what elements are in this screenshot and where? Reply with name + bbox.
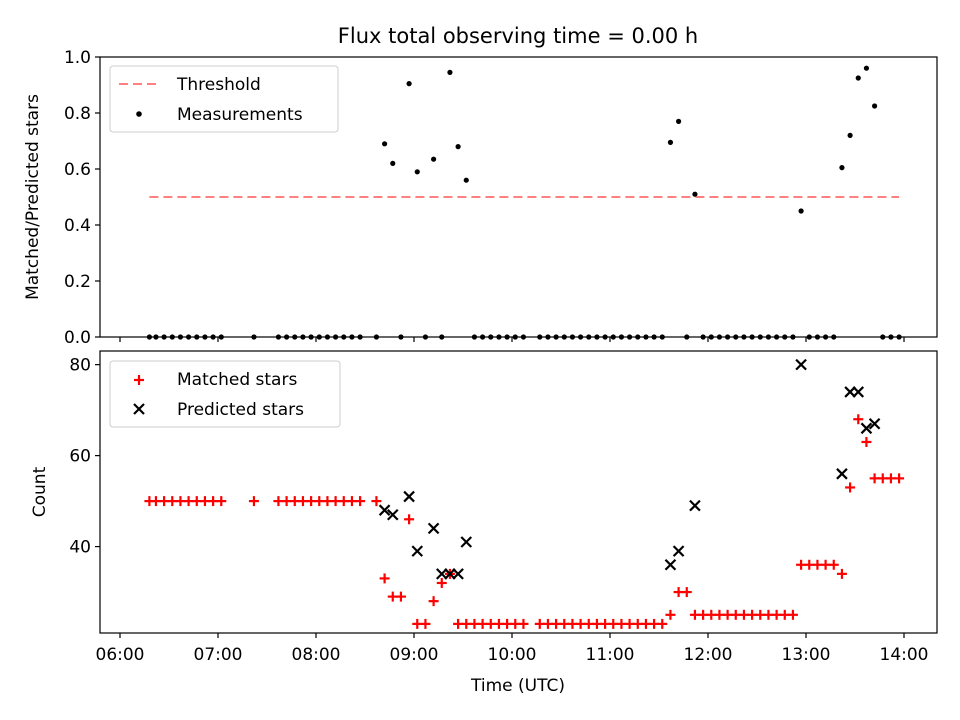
matched-star-point [379,573,390,584]
ratio-plot-frame [99,56,938,338]
matched-star-point [395,591,406,602]
count-x-tick-label: 07:00 [194,645,243,665]
ratio-y-tick-label: 0.0 [64,328,91,348]
ratio-y-tick-label: 0.2 [64,272,91,292]
count-x-tick-label: 08:00 [292,645,341,665]
matched-star-point [371,496,382,507]
legend-matched-label: Matched stars [177,370,297,390]
count-x-tick-label: 13:00 [782,645,831,665]
count-x-ticks: 06:00 07:00 08:00 09:00 10:00 11:00 12:00 13:00… [96,633,929,665]
measurement-point [847,132,853,138]
count-x-tick-label: 10:00 [488,645,537,665]
matched-star-point [404,514,415,525]
measurement-point [431,156,437,162]
ratio-x-ticks [119,337,905,342]
matched-star-point [787,609,798,620]
measurement-point [855,75,861,81]
ratio-panel: 0.0 0.2 0.4 0.6 0.8 1.0 Matched/Predicted sta… [23,48,938,348]
matched-star-point [853,414,864,425]
measurement-point [414,169,420,175]
matched-star-point [216,496,227,507]
measurement-point [692,191,698,197]
count-y-tick-label: 40 [69,538,91,558]
ratio-y-label: Matched/Predicted stars [23,94,43,300]
count-y-label: Count [30,466,50,517]
count-legend: Matched stars Predicted stars [109,360,341,428]
legend-threshold-label: Threshold [176,75,261,95]
measurement-point [406,81,412,87]
predicted-star-point [411,545,424,557]
count-y-ticks: 40 60 80 [69,356,100,558]
predicted-star-point [836,468,848,480]
matched-star-point [845,482,856,493]
count-x-tick-label: 14:00 [880,645,929,665]
predicted-star-point [452,568,464,580]
measurement-point [667,139,674,145]
predicted-star-points [378,358,881,580]
predicted-star-point [427,522,440,535]
count-x-tick-label: 12:00 [684,645,733,665]
count-legend-box [109,360,341,428]
legend-measurements-label: Measurements [177,105,303,125]
matched-star-points [144,414,905,629]
x-axis-label: Time (UTC) [470,676,565,696]
count-y-tick-label: 60 [69,447,91,467]
ratio-y-tick-label: 0.4 [64,216,91,236]
count-y-tick-label: 80 [69,356,91,376]
count-plot-frame [99,350,938,634]
legend-measurements-swatch [136,111,142,117]
predicted-star-point [672,545,685,557]
ratio-y-ticks: 0.0 0.2 0.4 0.6 0.8 1.0 [64,48,100,348]
measurement-point [390,160,396,166]
count-x-tick-label: 11:00 [586,645,635,665]
measurement-point [676,118,682,124]
matched-star-point [428,596,439,607]
predicted-star-point [795,358,807,371]
matched-star-point [420,618,431,629]
matched-star-point [518,618,529,629]
ratio-y-tick-label: 0.8 [64,104,91,124]
predicted-star-point [378,504,391,516]
matched-star-point [836,568,847,579]
ratio-y-tick-label: 0.6 [64,160,91,180]
matched-star-point [681,587,692,598]
predicted-star-point [460,536,473,548]
count-x-tick-label: 06:00 [96,645,145,665]
matched-star-point [248,496,259,507]
predicted-star-point [868,417,881,430]
matched-star-point [355,496,366,507]
predicted-star-point [664,558,677,571]
legend-predicted-label: Predicted stars [177,400,304,420]
measurement-point [872,103,878,109]
predicted-star-point [860,422,873,435]
ratio-legend-box [109,65,339,133]
measurement-points [146,65,902,340]
matched-star-point [665,609,676,620]
count-panel: 40 60 80 06:00 07:00 08:00 09:00 10:00 11:00 12:… [30,350,938,696]
predicted-star-point [852,386,865,398]
ratio-y-tick-label: 1.0 [64,48,91,68]
measurement-point [863,65,870,71]
legend-predicted-swatch [133,403,145,415]
chart-title: Flux total observing time = 0.00 h [338,24,698,48]
matched-star-point [861,436,872,447]
legend-matched-swatch [134,375,144,385]
matched-star-point [894,473,905,484]
measurement-point [455,144,461,150]
measurement-point [798,208,804,214]
measurement-point [447,69,453,75]
measurement-point [839,165,845,171]
matched-star-point [436,577,447,588]
count-x-tick-label: 09:00 [390,645,439,665]
measurement-point [463,177,469,183]
predicted-star-point [386,508,399,521]
measurement-point [382,141,388,147]
ratio-legend: Threshold Measurements [109,65,339,133]
matched-star-point [828,559,839,570]
predicted-star-point [689,499,701,512]
predicted-star-point [403,490,415,503]
matched-star-point [657,618,668,629]
